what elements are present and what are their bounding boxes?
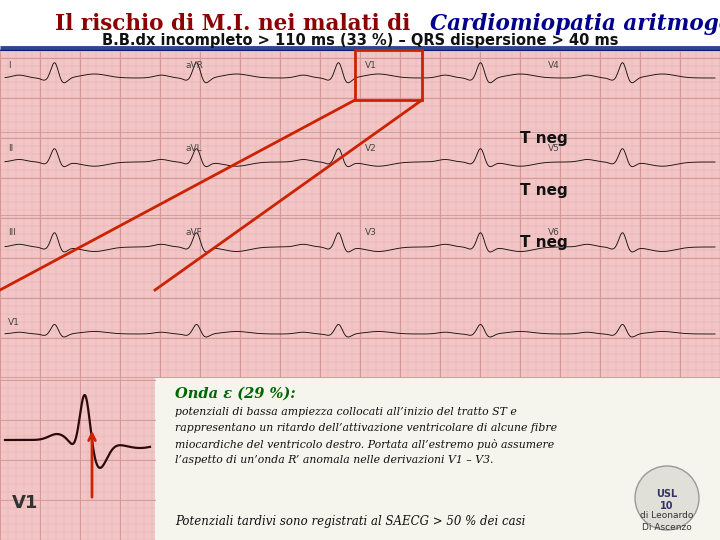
Text: miocardiche del ventricolo destro. Portata all’estremo può assumere: miocardiche del ventricolo destro. Porta… <box>175 439 554 450</box>
Text: Cardiomiopatia aritmogena: Cardiomiopatia aritmogena <box>430 13 720 35</box>
Text: V1: V1 <box>8 318 20 327</box>
Text: Onda ε (29 %):: Onda ε (29 %): <box>175 387 296 401</box>
Text: rappresentano un ritardo dell’attivazione ventricolare di alcune fibre: rappresentano un ritardo dell’attivazion… <box>175 423 557 433</box>
Text: 10: 10 <box>660 501 674 511</box>
Text: potenziali di bassa ampiezza collocati all’inizio del tratto ST e: potenziali di bassa ampiezza collocati a… <box>175 407 517 417</box>
Text: aVR: aVR <box>185 61 203 70</box>
Text: V1: V1 <box>365 61 377 70</box>
Bar <box>0 378 155 540</box>
Text: B.B.dx incompleto > 110 ms (33 %) – QRS dispersione > 40 ms: B.B.dx incompleto > 110 ms (33 %) – QRS … <box>102 32 618 48</box>
Text: II: II <box>8 144 13 153</box>
Text: III: III <box>8 228 16 237</box>
Text: aVF: aVF <box>185 228 202 237</box>
Text: V4: V4 <box>548 61 559 70</box>
Text: Il rischio di M.I. nei malati di: Il rischio di M.I. nei malati di <box>55 13 418 35</box>
Text: V3: V3 <box>365 228 377 237</box>
Text: di Leonardo
Di Ascenzo: di Leonardo Di Ascenzo <box>640 511 693 532</box>
Text: T neg: T neg <box>520 131 568 146</box>
Bar <box>0 52 720 378</box>
Text: USL: USL <box>657 489 678 499</box>
Bar <box>0 0 720 48</box>
Text: Potenziali tardivi sono registrati al SAECG > 50 % dei casi: Potenziali tardivi sono registrati al SA… <box>175 516 526 529</box>
Text: I: I <box>8 61 11 70</box>
Circle shape <box>635 466 699 530</box>
Text: V5: V5 <box>548 144 560 153</box>
Text: l’aspetto di un’onda R’ anomala nelle derivazioni V1 – V3.: l’aspetto di un’onda R’ anomala nelle de… <box>175 455 493 465</box>
Bar <box>0 378 720 540</box>
Text: V6: V6 <box>548 228 560 237</box>
Bar <box>355 50 422 100</box>
Text: T neg: T neg <box>520 183 568 198</box>
Text: T neg: T neg <box>520 235 568 250</box>
Text: V1: V1 <box>12 494 38 512</box>
Text: V2: V2 <box>365 144 377 153</box>
Text: aVL: aVL <box>185 144 202 153</box>
